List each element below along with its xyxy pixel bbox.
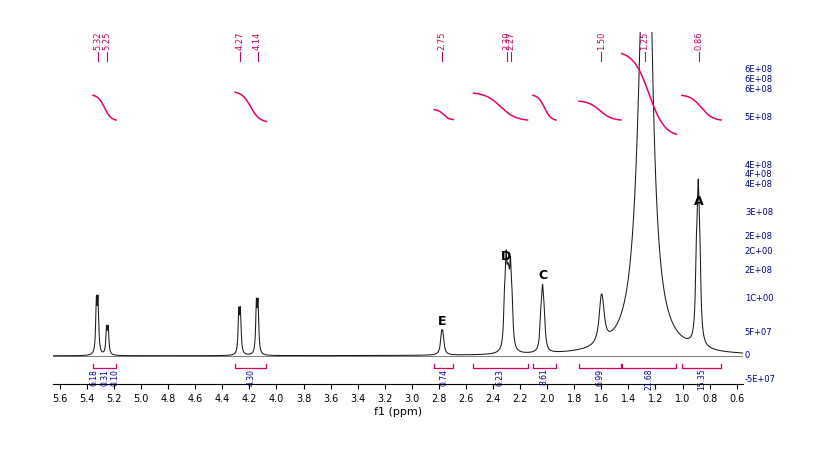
Text: 6E+08: 6E+08 <box>745 85 773 94</box>
Text: 6.23: 6.23 <box>496 369 505 386</box>
Text: 4.14: 4.14 <box>253 31 262 50</box>
Text: 4.27: 4.27 <box>235 31 244 50</box>
Text: 4E+08: 4E+08 <box>745 161 773 170</box>
Text: A: A <box>694 195 703 208</box>
Text: 4F+08: 4F+08 <box>745 170 773 179</box>
Text: 2.27: 2.27 <box>507 31 516 50</box>
Text: 21.68: 21.68 <box>645 369 654 390</box>
Text: 5.25: 5.25 <box>103 31 112 50</box>
Text: 6.99: 6.99 <box>596 369 605 386</box>
Text: 5E+08: 5E+08 <box>745 113 773 122</box>
Text: 5F+07: 5F+07 <box>745 328 773 337</box>
Text: 1C+00: 1C+00 <box>745 294 774 303</box>
Text: 2E+08: 2E+08 <box>745 232 773 241</box>
Text: 2.30: 2.30 <box>502 31 511 50</box>
Text: 0.74: 0.74 <box>439 369 449 386</box>
Text: 0: 0 <box>745 351 750 360</box>
Text: C: C <box>538 269 547 282</box>
Text: 0.86: 0.86 <box>694 31 703 50</box>
X-axis label: f1 (ppm): f1 (ppm) <box>374 407 422 417</box>
Text: 1.50: 1.50 <box>597 31 606 50</box>
Text: 15.35: 15.35 <box>697 369 706 390</box>
Text: 6.18
0.31
0.10: 6.18 0.31 0.10 <box>90 369 119 386</box>
Text: D: D <box>501 250 511 263</box>
Text: 1.25: 1.25 <box>641 31 650 50</box>
Text: -5E+07: -5E+07 <box>745 375 776 384</box>
Text: E: E <box>438 315 447 328</box>
Text: 3E+08: 3E+08 <box>745 208 773 217</box>
Text: 2C+00: 2C+00 <box>745 247 774 256</box>
Text: 4.30: 4.30 <box>246 369 255 386</box>
Text: 6E+08: 6E+08 <box>745 75 773 84</box>
Text: 6E+08: 6E+08 <box>745 66 773 75</box>
Text: 2.75: 2.75 <box>438 31 447 50</box>
Text: 2E+08: 2E+08 <box>745 266 773 275</box>
Text: 4E+08: 4E+08 <box>745 180 773 189</box>
Text: 8.61: 8.61 <box>540 369 549 385</box>
Text: 5.32: 5.32 <box>93 31 102 50</box>
